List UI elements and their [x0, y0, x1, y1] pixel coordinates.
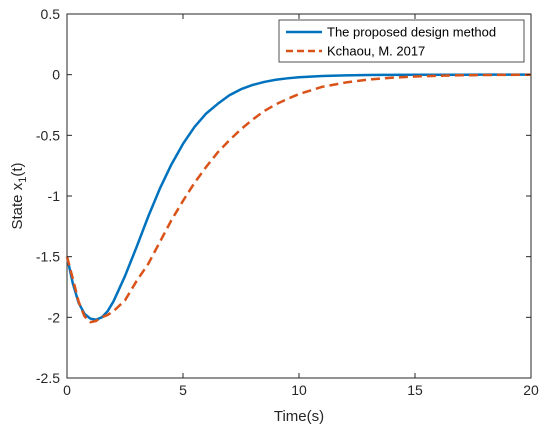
- y-tick-label: -2: [48, 309, 61, 325]
- y-tick-label: -0.5: [36, 127, 60, 143]
- y-tick-label: 0.5: [41, 6, 61, 22]
- y-tick-label: 0: [52, 67, 60, 83]
- y-axis-label: State x1(t): [9, 163, 29, 230]
- y-tick-label: -1: [48, 188, 61, 204]
- legend: The proposed design method Kchaou, M. 20…: [278, 19, 525, 63]
- series-layer: [65, 73, 532, 324]
- x-tick-label: 5: [179, 382, 187, 398]
- y-axis-label-suffix: (t): [9, 163, 26, 177]
- legend-label-kchaou: Kchaou, M. 2017: [327, 44, 425, 59]
- x-tick-label: 15: [407, 382, 423, 398]
- plot-area: [66, 13, 532, 379]
- ticks-layer: 0 5 10 15 20 -2.5 -2 -1.5 -1 -0.5 0 0.5: [36, 6, 539, 398]
- x-tick-label: 0: [63, 382, 71, 398]
- x-axis-label: Time(s): [274, 408, 324, 425]
- series-line-proposed: [65, 73, 531, 322]
- y-axis-label-subscript: 1: [17, 177, 29, 183]
- y-tick-label: -1.5: [36, 249, 60, 265]
- x-tick-label: 20: [523, 382, 539, 398]
- series-line-kchaou: [65, 73, 532, 324]
- x-tick-label: 10: [291, 382, 307, 398]
- y-axis-label-main: State x: [9, 182, 26, 229]
- legend-label-proposed: The proposed design method: [327, 25, 496, 40]
- legend-box: [278, 19, 525, 63]
- y-tick-label: -2.5: [36, 370, 60, 386]
